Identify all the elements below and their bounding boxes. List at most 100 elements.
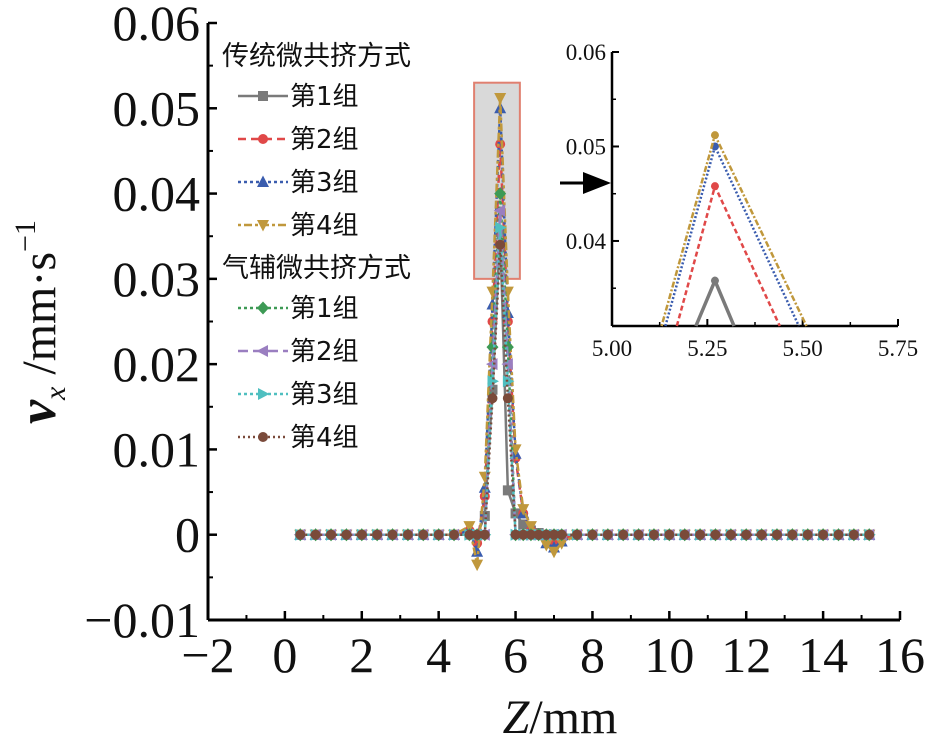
- inset-series-line: [675, 182, 781, 327]
- y-axis-title-exp: −1: [9, 220, 42, 252]
- legend-item: 第4组: [238, 211, 359, 241]
- inset-series-layer: [660, 131, 808, 327]
- y-tick-label: 0.02: [113, 336, 201, 392]
- x-axis-title-var: Z: [503, 691, 531, 743]
- data-point: [533, 529, 544, 540]
- x-tick-label: 6: [503, 627, 528, 683]
- legend-label: 第1组: [290, 294, 359, 324]
- y-tick-label: 0.01: [113, 421, 201, 477]
- data-point: [502, 375, 515, 388]
- data-point: [493, 204, 506, 217]
- data-point: [725, 529, 736, 540]
- main-series-layer: [293, 93, 876, 572]
- y-ticks: −0.01 0 0.01 0.02 0.03 0.04 0.05 0.06: [84, 0, 217, 648]
- inset-peak-point: [710, 182, 719, 191]
- arrow-icon: [560, 172, 611, 194]
- data-point: [387, 529, 398, 540]
- inset-y-tick-label: 0.06: [566, 40, 606, 65]
- series-line: [300, 98, 870, 565]
- data-point: [402, 529, 413, 540]
- y-tick-label: 0.05: [113, 80, 201, 136]
- legend-swatch-marker: [257, 175, 269, 187]
- data-point: [326, 529, 337, 540]
- y-tick-label: 0.06: [113, 0, 201, 51]
- inset-series-2: [675, 182, 781, 327]
- inset-x-tick-label: 5.50: [783, 336, 823, 361]
- data-point: [502, 485, 513, 496]
- x-tick-label: 8: [580, 627, 605, 683]
- x-tick-label: 14: [798, 627, 848, 683]
- data-point: [833, 529, 844, 540]
- y-axis-title-sub: x: [39, 386, 72, 401]
- inset-y-tick-label: 0.05: [566, 134, 606, 159]
- data-point: [771, 529, 782, 540]
- data-point: [695, 529, 706, 540]
- legend-swatch-marker: [258, 134, 268, 144]
- data-point: [479, 529, 490, 540]
- data-point: [618, 529, 629, 540]
- data-point: [648, 529, 659, 540]
- inset-x-ticks: 5.00 5.25 5.50 5.75: [592, 319, 918, 361]
- data-point: [525, 529, 536, 540]
- data-point: [310, 529, 321, 540]
- data-point: [802, 529, 813, 540]
- data-point: [633, 529, 644, 540]
- inset-peak-point: [710, 276, 719, 285]
- legend-item: 第1组: [238, 294, 359, 324]
- data-point: [541, 529, 552, 540]
- x-tick-label: 2: [349, 627, 374, 683]
- data-point: [502, 393, 513, 404]
- data-point: [848, 529, 859, 540]
- x-tick-label: 10: [644, 627, 694, 683]
- data-point: [556, 529, 567, 540]
- data-point: [463, 521, 476, 533]
- data-point: [464, 529, 475, 540]
- data-point: [710, 529, 721, 540]
- data-point: [524, 521, 537, 533]
- legend-swatch-marker: [258, 388, 270, 400]
- legend-swatch-marker: [258, 432, 268, 442]
- data-point: [555, 538, 568, 550]
- data-point: [501, 358, 513, 371]
- data-point: [818, 529, 829, 540]
- data-point: [494, 187, 507, 201]
- inset-x-tick-label: 5.00: [592, 336, 632, 361]
- inset-chart: 5.00 5.25 5.50 5.75 0.04 0.05 0.06: [566, 40, 918, 361]
- data-point: [517, 504, 530, 516]
- x-tick-label: 0: [272, 627, 297, 683]
- data-point: [495, 239, 506, 250]
- legend-item: 第4组: [238, 423, 359, 453]
- y-tick-label: 0.04: [113, 166, 201, 222]
- data-point: [741, 529, 752, 540]
- legend-swatch-marker: [257, 220, 269, 232]
- y-axis-title-var: v: [7, 399, 67, 424]
- legend-item: 第2组: [238, 125, 359, 155]
- data-point: [679, 529, 690, 540]
- data-point: [487, 384, 498, 395]
- series-4: [294, 93, 876, 572]
- data-point: [433, 529, 444, 540]
- legend-swatch-marker: [258, 91, 268, 101]
- data-point: [864, 529, 875, 540]
- data-point: [549, 529, 559, 540]
- inset-series-1: [694, 276, 736, 327]
- series-3: [294, 101, 876, 557]
- x-tick-label: 4: [426, 627, 451, 683]
- legend-item: 第3组: [238, 380, 359, 410]
- legend-label: 第3组: [290, 380, 359, 410]
- x-axis-title-unit: /mm: [529, 691, 617, 743]
- data-point: [485, 358, 498, 371]
- x-ticks: −2 0 2 4 6 8 10 12 14 16: [181, 611, 925, 683]
- x-tick-label: −2: [181, 627, 234, 683]
- data-point: [372, 529, 383, 540]
- data-point: [548, 546, 560, 559]
- inset-y-tick-label: 0.04: [566, 229, 607, 254]
- legend-label: 第2组: [290, 125, 359, 155]
- inset-x-tick-label: 5.25: [687, 336, 727, 361]
- legend-label: 第3组: [290, 168, 359, 198]
- data-point: [471, 559, 484, 572]
- inset-series-4: [660, 131, 808, 327]
- data-point: [341, 529, 352, 540]
- legend-item: 第2组: [238, 337, 359, 367]
